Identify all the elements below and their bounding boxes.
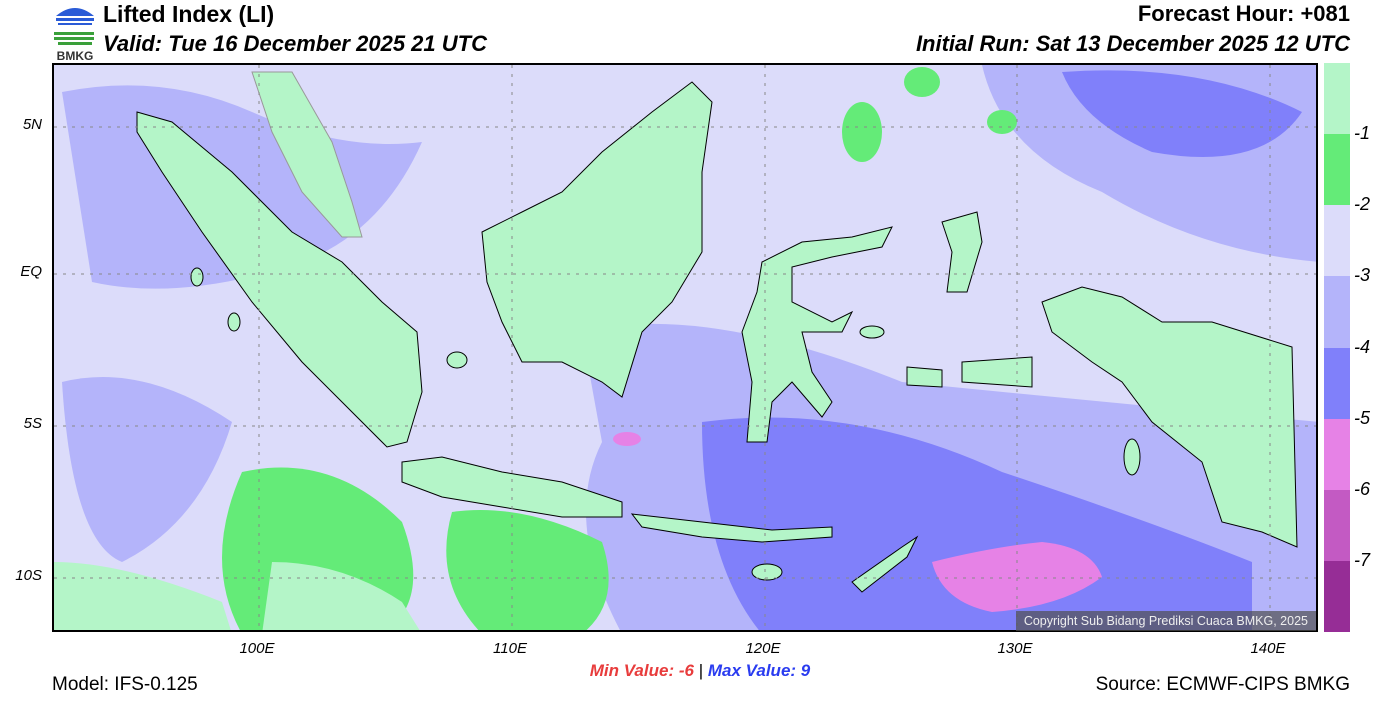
legend-swatch — [1324, 276, 1350, 348]
nias — [190, 267, 204, 287]
min-value: -6 — [678, 661, 694, 680]
field-shading — [54, 65, 1316, 630]
land-masses — [136, 71, 1298, 593]
legend-swatch — [1324, 205, 1350, 277]
lat-label: 5S — [23, 415, 42, 432]
lifted-index-map — [52, 63, 1318, 632]
legend-label: -5 — [1354, 407, 1371, 428]
papua — [1041, 286, 1298, 548]
legend-label: -2 — [1354, 194, 1371, 215]
map-canvas — [54, 65, 1316, 630]
legend-label: -4 — [1354, 336, 1371, 357]
seram — [961, 356, 1033, 388]
source-label: Source: ECMWF-CIPS BMKG — [1095, 674, 1350, 695]
lon-label: 140E — [1250, 640, 1286, 657]
legend-label: -6 — [1354, 478, 1371, 499]
min-label: Min Value: — [589, 661, 675, 680]
initial-run: Initial Run: Sat 13 December 2025 12 UTC — [915, 31, 1350, 56]
siberut — [227, 312, 241, 332]
separator: | — [698, 661, 704, 680]
max-value: 9 — [800, 661, 811, 680]
lon-label: 120E — [745, 640, 781, 657]
lon-label: 100E — [239, 640, 275, 657]
copyright-notice: Copyright Sub Bidang Prediksi Cuaca BMKG… — [1015, 611, 1316, 631]
sumba — [751, 563, 783, 581]
flores — [859, 325, 885, 339]
chart-title: Lifted Index (LI) — [103, 1, 275, 27]
svg-text:BMKG: BMKG — [57, 49, 94, 62]
borneo — [481, 81, 713, 398]
max-label: Max Value: — [707, 661, 797, 680]
lon-label: 130E — [997, 640, 1033, 657]
bmkg-logo: BMKG — [50, 2, 100, 63]
lat-label: 5N — [22, 116, 42, 133]
buru — [906, 366, 943, 388]
lon-label: 110E — [493, 640, 527, 657]
sumatra — [136, 111, 423, 448]
legend-swatch — [1324, 347, 1350, 419]
nusa-tenggara — [630, 513, 833, 543]
valid-time: Valid: Tue 16 December 2025 21 UTC — [103, 31, 487, 56]
timor — [851, 535, 919, 593]
java — [401, 456, 623, 518]
legend-swatch — [1324, 489, 1350, 561]
legend-label: -7 — [1354, 549, 1371, 570]
halmahera — [941, 211, 983, 293]
lat-label: 10S — [15, 567, 42, 584]
legend-label: -3 — [1354, 265, 1371, 286]
lat-label: EQ — [20, 263, 42, 280]
legend-swatch — [1324, 134, 1350, 206]
sulawesi — [741, 226, 893, 443]
bangka — [446, 351, 468, 369]
legend-label: -1 — [1354, 123, 1371, 144]
legend-swatch — [1324, 63, 1350, 135]
min-max-values: Min Value: -6 | Max Value: 9 — [0, 661, 1400, 681]
forecast-hour: Forecast Hour: +081 — [1137, 1, 1350, 26]
color-legend — [1324, 63, 1350, 632]
legend-swatch — [1324, 418, 1350, 490]
model-label: Model: IFS-0.125 — [52, 674, 198, 695]
malay-peninsula — [251, 71, 363, 238]
aru — [1123, 438, 1141, 476]
legend-swatch — [1324, 560, 1350, 632]
